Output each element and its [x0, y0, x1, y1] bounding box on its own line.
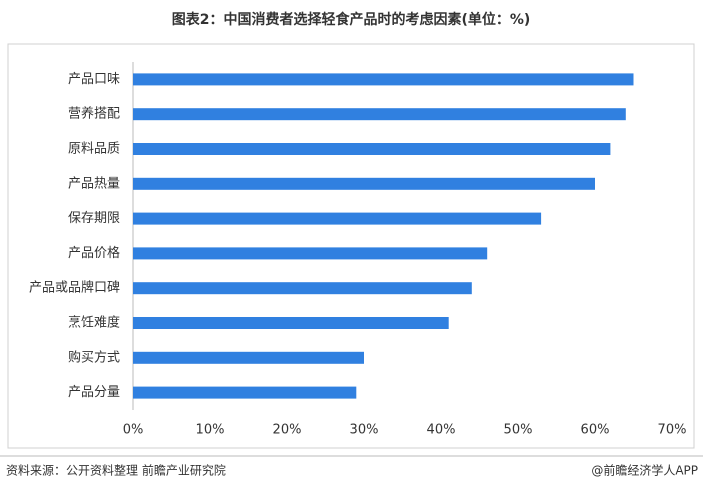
bar [133, 351, 364, 364]
x-tick-label: 40% [427, 423, 456, 438]
bar [133, 282, 472, 295]
x-tick-label: 20% [273, 423, 302, 438]
bar [133, 247, 488, 260]
chart-title: 图表2：中国消费者选择轻食产品时的考虑因素(单位：%) [172, 11, 531, 28]
y-tick-label: 产品分量 [68, 385, 120, 400]
x-tick-label: 60% [581, 423, 610, 438]
y-tick-label: 产品口味 [68, 72, 120, 87]
y-tick-label: 营养搭配 [68, 106, 120, 122]
y-tick-label: 购买方式 [68, 349, 120, 365]
bar [133, 212, 542, 225]
y-tick-label: 保存期限 [68, 211, 120, 226]
x-tick-label: 0% [123, 423, 144, 438]
y-tick-label: 原料品质 [68, 142, 120, 157]
y-tick-label: 烹饪难度 [68, 315, 120, 331]
bar [133, 108, 626, 121]
bar [133, 386, 357, 399]
bar [133, 177, 595, 190]
x-tick-label: 10% [196, 423, 225, 438]
credit: @前瞻经济学人APP [591, 463, 698, 478]
bar [133, 317, 449, 329]
plot-frame [7, 43, 695, 449]
source-note: 资料来源：公开资料整理 前瞻产业研究院 [6, 463, 226, 478]
y-tick-label: 产品热量 [68, 176, 120, 191]
x-tick-label: 30% [350, 423, 379, 438]
bar [133, 73, 634, 86]
y-tick-label: 产品或品牌口碑 [29, 280, 120, 296]
x-tick-label: 50% [504, 423, 533, 438]
y-tick-label: 产品价格 [68, 245, 120, 261]
x-tick-label: 70% [658, 423, 687, 438]
bar [133, 143, 611, 155]
